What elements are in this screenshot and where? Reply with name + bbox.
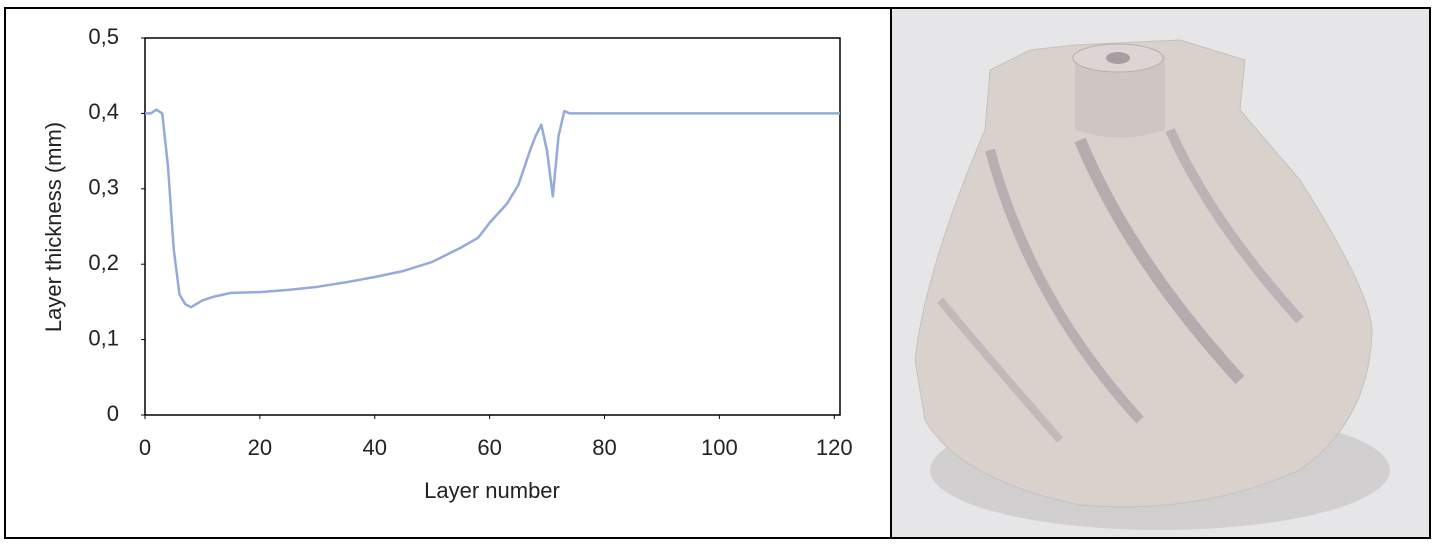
x-tick-label: 60 [477, 435, 501, 460]
x-axis-label: Layer number [424, 478, 560, 503]
photo [892, 9, 1429, 537]
outer-frame [4, 7, 1431, 539]
y-tick-label: 0 [107, 401, 119, 426]
blade-edge [985, 148, 1144, 424]
x-tick-label: 80 [592, 435, 616, 460]
x-tick-label: 120 [816, 435, 853, 460]
y-tick-label: 0,4 [88, 99, 119, 124]
x-tick-label: 40 [363, 435, 387, 460]
y-tick-label: 0,5 [88, 24, 119, 49]
impeller-hub [1075, 55, 1165, 138]
blade-edge [1165, 127, 1304, 324]
x-tick-label: 0 [139, 435, 151, 460]
x-tick-label: 100 [701, 435, 738, 460]
plot-frame [144, 37, 841, 416]
blade-edge [936, 297, 1064, 443]
data-line [145, 108, 840, 309]
y-axis-label: Layer thickness (mm) [41, 122, 66, 332]
impeller-body [914, 39, 1373, 508]
blade-edge [1074, 137, 1245, 385]
hub-hole [1106, 52, 1130, 64]
y-tick-label: 0,3 [88, 175, 119, 200]
y-tick-label: 0,1 [88, 325, 119, 350]
x-tick-label: 20 [248, 435, 272, 460]
y-tick-label: 0,2 [88, 250, 119, 275]
